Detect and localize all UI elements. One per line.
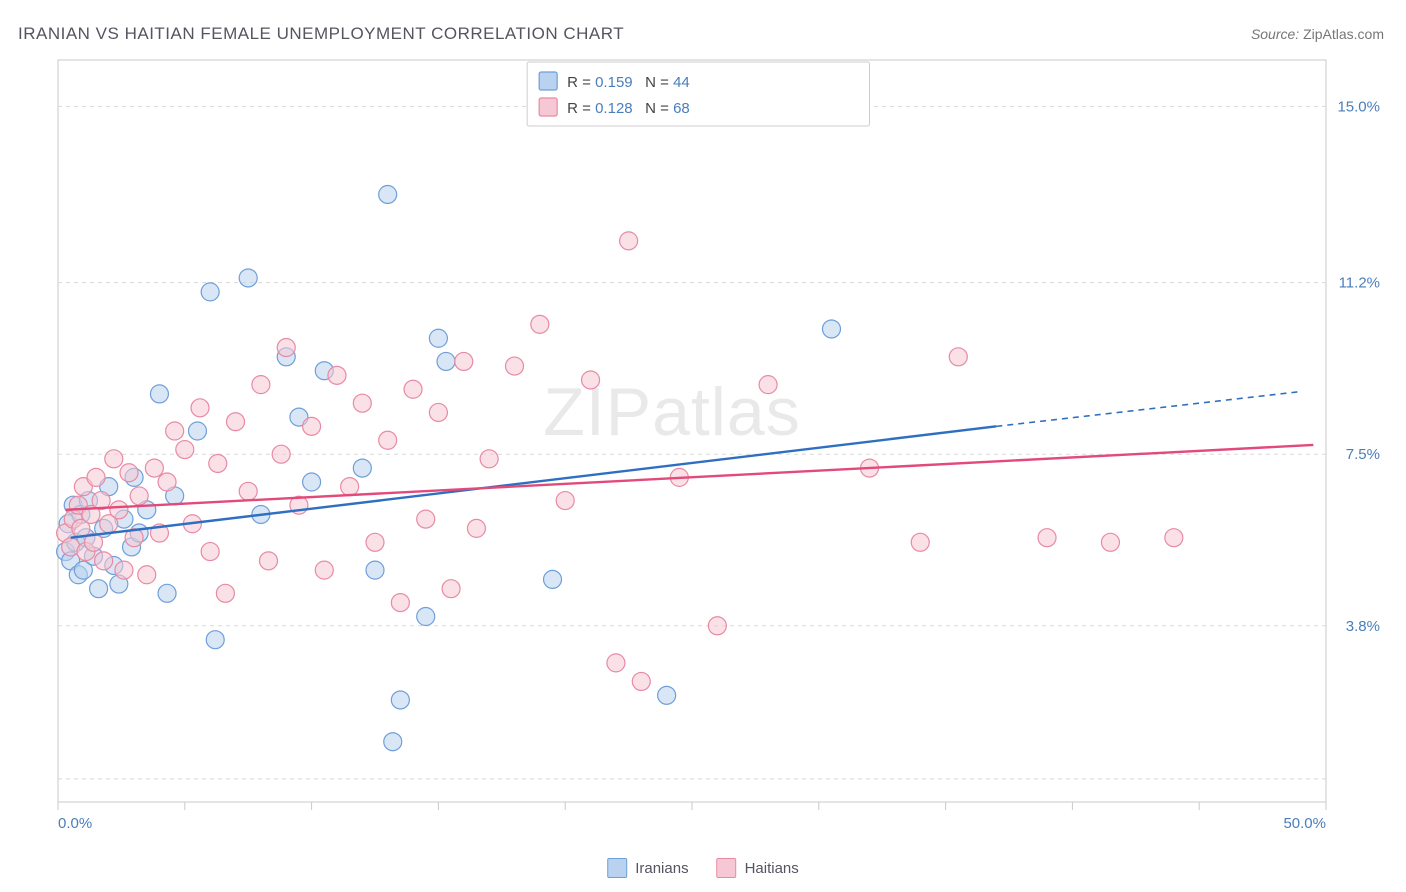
data-point [607,654,625,672]
data-point [384,733,402,751]
data-point [417,608,435,626]
data-point [429,329,447,347]
data-point [130,487,148,505]
data-point [150,385,168,403]
chart-container: IRANIAN VS HAITIAN FEMALE UNEMPLOYMENT C… [0,0,1406,892]
data-point [188,422,206,440]
data-point [582,371,600,389]
legend-swatch [607,858,627,878]
data-point [239,482,257,500]
data-point [105,450,123,468]
legend-label: Iranians [635,860,688,877]
data-point [259,552,277,570]
data-point [366,533,384,551]
data-point [315,561,333,579]
x-tick-label: 0.0% [58,815,92,832]
legend-item: Haitians [717,858,799,878]
y-tick-label: 11.2% [1339,275,1380,292]
trend-line-extrapolated [996,392,1300,427]
plot-area: 3.8%7.5%11.2%15.0%0.0%50.0%ZIPatlasR = 0… [52,54,1388,832]
source-attribution: Source: ZipAtlas.com [1251,26,1384,42]
data-point [227,413,245,431]
trend-line [71,426,997,537]
data-point [1165,529,1183,547]
data-point [658,686,676,704]
data-point [209,454,227,472]
data-point [437,352,455,370]
data-point [303,473,321,491]
data-point [544,570,562,588]
data-point [822,320,840,338]
legend-swatch [717,858,737,878]
legend-stats-row: R = 0.128 N = 68 [567,100,690,117]
scatter-plot-svg: 3.8%7.5%11.2%15.0%0.0%50.0%ZIPatlasR = 0… [52,54,1388,832]
data-point [95,552,113,570]
data-point [158,584,176,602]
data-point [429,403,447,421]
data-point [90,580,108,598]
source-name: ZipAtlas.com [1303,26,1384,42]
data-point [252,376,270,394]
chart-title: IRANIAN VS HAITIAN FEMALE UNEMPLOYMENT C… [18,24,624,44]
data-point [138,566,156,584]
data-point [110,501,128,519]
bottom-legend: Iranians Haitians [607,858,799,878]
data-point [1101,533,1119,551]
data-point [328,366,346,384]
data-point [145,459,163,477]
data-point [404,380,422,398]
legend-swatch [539,72,557,90]
legend-swatch [539,98,557,116]
y-tick-label: 15.0% [1337,98,1380,115]
source-label: Source: [1251,26,1303,42]
data-point [239,269,257,287]
data-point [467,519,485,537]
data-point [379,185,397,203]
data-point [201,543,219,561]
data-point [1038,529,1056,547]
legend-stats-row: R = 0.159 N = 44 [567,74,690,91]
data-point [911,533,929,551]
data-point [531,315,549,333]
data-point [216,584,234,602]
data-point [759,376,777,394]
data-point [191,399,209,417]
data-point [272,445,290,463]
x-tick-label: 50.0% [1283,815,1326,832]
data-point [303,417,321,435]
data-point [158,473,176,491]
data-point [391,691,409,709]
legend-item: Iranians [607,858,688,878]
data-point [708,617,726,635]
y-tick-label: 7.5% [1346,446,1380,463]
legend-label: Haitians [745,860,799,877]
data-point [417,510,435,528]
data-point [341,478,359,496]
data-point [277,339,295,357]
data-point [632,672,650,690]
data-point [455,352,473,370]
data-point [391,594,409,612]
data-point [87,468,105,486]
data-point [366,561,384,579]
data-point [442,580,460,598]
data-point [556,492,574,510]
data-point [206,631,224,649]
data-point [620,232,638,250]
data-point [115,561,133,579]
data-point [949,348,967,366]
y-tick-label: 3.8% [1346,618,1380,635]
data-point [379,431,397,449]
data-point [166,422,184,440]
data-point [201,283,219,301]
data-point [505,357,523,375]
data-point [120,464,138,482]
data-point [480,450,498,468]
data-point [353,394,371,412]
data-point [176,441,194,459]
data-point [353,459,371,477]
